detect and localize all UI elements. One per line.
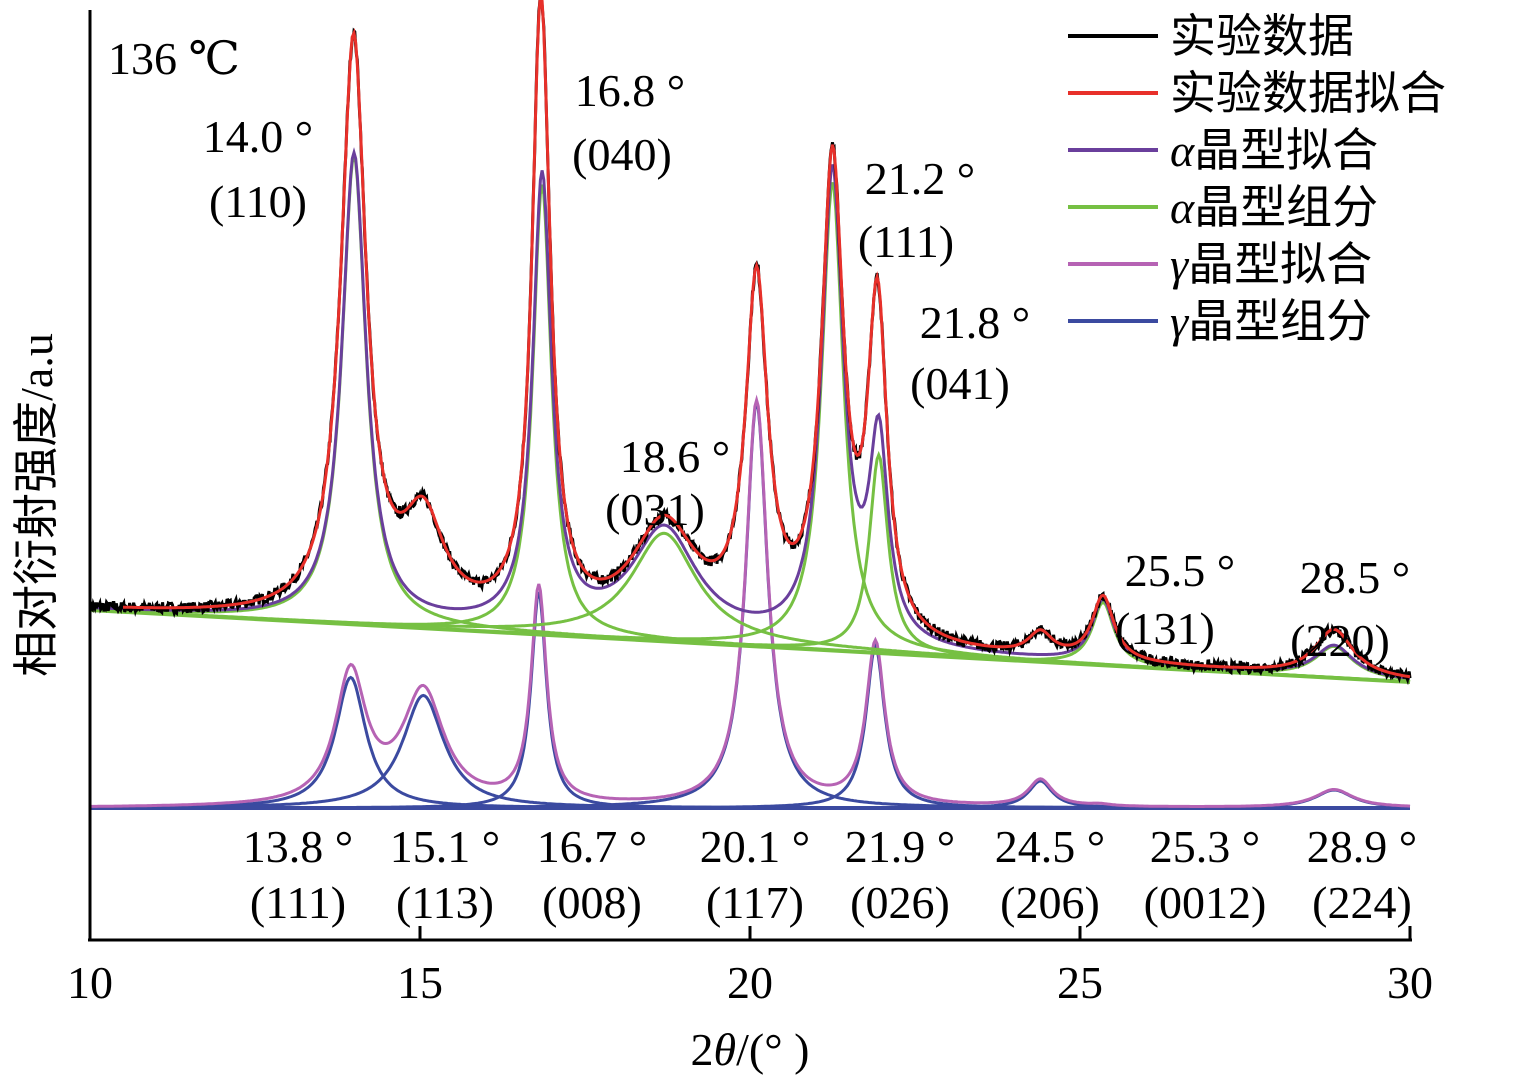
gamma-peak-hkl-3: (117) xyxy=(706,877,804,928)
y-axis-label: 相对衍射强度/a.u xyxy=(11,333,62,677)
gamma-peak-angle-1: 15.1 ° xyxy=(390,821,500,872)
gamma-peak-angle-3: 20.1 ° xyxy=(700,821,810,872)
legend-prefix-gamma_component: γ xyxy=(1170,296,1190,347)
gamma-component-curve-1 xyxy=(90,693,1410,810)
x-axis-label-prefix: 2 xyxy=(691,1024,714,1075)
alpha-peak-angle-3: 21.2 ° xyxy=(865,153,975,204)
alpha-peak-hkl-3: (111) xyxy=(858,216,954,267)
legend-label-experimental_fit: 实验数据拟合 xyxy=(1170,68,1446,119)
alpha-peak-angle-4: 21.8 ° xyxy=(920,297,1030,348)
legend-text-alpha_fit: 晶型拟合 xyxy=(1194,125,1378,176)
gamma-peak-hkl-2: (008) xyxy=(542,877,642,928)
gamma-peak-hkl-4: (026) xyxy=(850,877,950,928)
legend-label-alpha_component: α晶型组分 xyxy=(1170,182,1378,233)
legend-label-experimental: 实验数据 xyxy=(1170,11,1354,62)
alpha-background-line xyxy=(89,608,1411,684)
alpha-peak-hkl-0: (110) xyxy=(209,176,307,227)
alpha-peak-hkl-4: (041) xyxy=(910,358,1010,409)
gamma-peak-angle-4: 21.9 ° xyxy=(845,821,955,872)
gamma-peak-angle-2: 16.7 ° xyxy=(537,821,647,872)
temperature-label: 136 ℃ xyxy=(108,33,240,84)
legend-prefix-alpha_fit: α xyxy=(1170,125,1195,176)
x-tick-label-0: 10 xyxy=(67,957,113,1008)
x-tick-label-4: 30 xyxy=(1387,957,1433,1008)
gamma-fit-curve xyxy=(90,394,1411,808)
x-tick-label-1: 15 xyxy=(397,957,443,1008)
alpha-peak-angle-2: 18.6 ° xyxy=(620,431,730,482)
legend-prefix-gamma_fit: γ xyxy=(1170,239,1190,290)
gamma-peak-angle-6: 25.3 ° xyxy=(1150,821,1260,872)
legend-label-alpha_fit: α晶型拟合 xyxy=(1170,125,1378,176)
x-tick-label-2: 20 xyxy=(727,957,773,1008)
gamma-peak-hkl-6: (0012) xyxy=(1144,877,1267,928)
legend-label-gamma_fit: γ晶型拟合 xyxy=(1170,239,1372,290)
gamma-peak-hkl-7: (224) xyxy=(1312,877,1412,928)
gamma-component-curve-0 xyxy=(90,675,1410,810)
legend-text-experimental_fit: 实验数据拟合 xyxy=(1170,68,1446,119)
legend-text-gamma_component: 晶型组分 xyxy=(1188,296,1372,347)
experimental-fit-curve xyxy=(123,0,1411,679)
alpha-peak-hkl-1: (040) xyxy=(572,129,672,180)
alpha-peak-hkl-6: (220) xyxy=(1290,615,1390,666)
gamma-peak-angle-5: 24.5 ° xyxy=(995,821,1105,872)
gamma-peak-hkl-1: (113) xyxy=(396,877,494,928)
x-axis-label: 2θ/(° ) xyxy=(691,1024,810,1075)
curves-layer xyxy=(88,0,1412,810)
x-ticks: 10 15 20 25 30 xyxy=(67,926,1433,1008)
alpha-peak-angle-5: 25.5 ° xyxy=(1125,545,1235,596)
alpha-peak-angle-0: 14.0 ° xyxy=(203,111,313,162)
x-axis-label-theta: θ xyxy=(714,1024,737,1075)
alpha-peak-angle-1: 16.8 ° xyxy=(575,65,685,116)
x-tick-label-3: 25 xyxy=(1057,957,1103,1008)
gamma-peak-angle-0: 13.8 ° xyxy=(243,821,353,872)
gamma-peak-hkl-0: (111) xyxy=(250,877,346,928)
x-axis-label-suffix: /(° ) xyxy=(736,1024,809,1075)
alpha-peak-angle-6: 28.5 ° xyxy=(1300,552,1410,603)
legend-label-gamma_component: γ晶型组分 xyxy=(1170,296,1372,347)
legend-text-experimental: 实验数据 xyxy=(1170,11,1354,62)
peak-annotations: 14.0 ° (110) 16.8 ° (040) 18.6 °(031) 21.2 ° (… xyxy=(203,65,1417,928)
legend-prefix-alpha_component: α xyxy=(1170,182,1195,233)
legend-text-gamma_fit: 晶型拟合 xyxy=(1188,239,1372,290)
gamma-peak-angle-7: 28.9 ° xyxy=(1307,821,1417,872)
gamma-peak-hkl-5: (206) xyxy=(1000,877,1100,928)
alpha-peak-hkl-2: (031) xyxy=(605,484,705,535)
legend-text-alpha_component: 晶型组分 xyxy=(1194,182,1378,233)
alpha-peak-hkl-5: (131) xyxy=(1115,603,1215,654)
